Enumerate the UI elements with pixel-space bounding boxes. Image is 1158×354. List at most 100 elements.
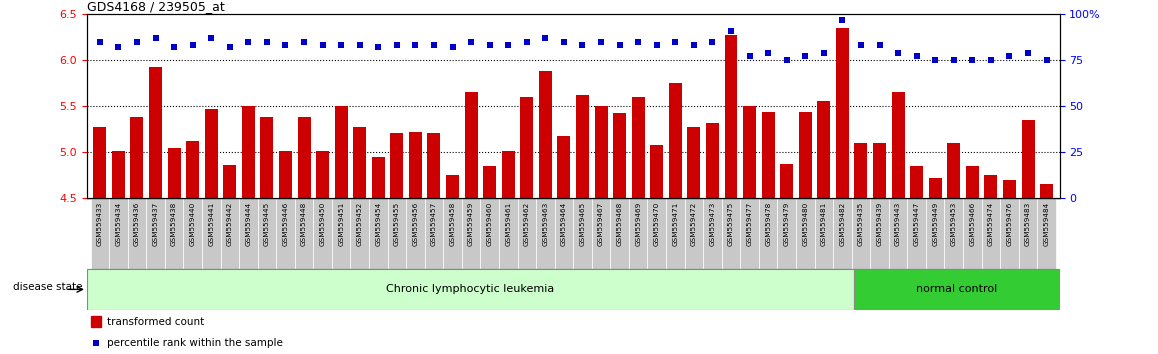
Text: GSM559480: GSM559480 — [802, 202, 808, 246]
Bar — [314, 198, 332, 269]
Point — [777, 57, 796, 63]
Point — [908, 54, 926, 59]
Point — [851, 42, 870, 48]
Bar — [725, 35, 738, 354]
Bar — [945, 198, 963, 269]
Point — [536, 35, 555, 41]
Bar — [853, 269, 1060, 310]
Point — [109, 45, 127, 50]
Text: Chronic lymphocytic leukemia: Chronic lymphocytic leukemia — [387, 284, 555, 295]
Bar — [168, 148, 181, 354]
Bar — [446, 175, 459, 354]
Text: GSM559453: GSM559453 — [951, 202, 957, 246]
Bar — [1003, 180, 1016, 354]
Bar — [425, 198, 444, 269]
Bar — [836, 28, 849, 354]
Bar — [647, 198, 666, 269]
Point — [721, 28, 740, 34]
Text: GSM559454: GSM559454 — [375, 202, 381, 246]
Bar — [164, 198, 183, 269]
Bar — [335, 106, 347, 354]
Point — [814, 50, 833, 56]
Point — [146, 35, 164, 41]
Text: GSM559433: GSM559433 — [97, 202, 103, 246]
Bar — [814, 198, 833, 269]
Bar — [984, 175, 997, 354]
Bar — [929, 178, 941, 354]
Bar — [406, 198, 425, 269]
Bar — [669, 83, 682, 354]
Bar — [833, 198, 851, 269]
Text: GSM559466: GSM559466 — [969, 202, 975, 246]
Text: GSM559460: GSM559460 — [486, 202, 492, 246]
Bar — [576, 95, 589, 354]
Bar — [651, 145, 664, 354]
Point — [257, 39, 276, 45]
Text: GSM559444: GSM559444 — [245, 202, 251, 246]
Text: GSM559483: GSM559483 — [1025, 202, 1031, 246]
Bar — [796, 198, 814, 269]
Bar — [279, 151, 292, 354]
Text: GSM559475: GSM559475 — [728, 202, 734, 246]
Bar — [223, 165, 236, 354]
Text: GSM559445: GSM559445 — [264, 202, 270, 246]
Point — [703, 39, 721, 45]
Text: transformed count: transformed count — [107, 317, 204, 327]
Bar — [684, 198, 703, 269]
Text: GSM559470: GSM559470 — [654, 202, 660, 246]
Point — [871, 42, 889, 48]
Text: GSM559458: GSM559458 — [449, 202, 455, 246]
Point — [647, 42, 666, 48]
Bar — [444, 198, 462, 269]
Text: GSM559452: GSM559452 — [357, 202, 362, 246]
Bar — [594, 106, 608, 354]
Point — [201, 35, 220, 41]
Text: GSM559450: GSM559450 — [320, 202, 325, 246]
Bar — [573, 198, 592, 269]
Point — [796, 54, 814, 59]
Bar — [427, 133, 440, 354]
Bar — [295, 198, 314, 269]
Bar — [592, 198, 610, 269]
Text: GSM559461: GSM559461 — [505, 202, 511, 246]
Bar — [499, 198, 518, 269]
Text: GSM559448: GSM559448 — [301, 202, 307, 246]
Bar — [538, 71, 552, 354]
Point — [758, 50, 777, 56]
Point — [610, 42, 629, 48]
Bar — [409, 132, 422, 354]
Text: GSM559474: GSM559474 — [988, 202, 994, 246]
Bar — [201, 198, 220, 269]
Point — [351, 42, 369, 48]
Point — [555, 39, 573, 45]
Bar — [464, 92, 477, 354]
Bar — [666, 198, 684, 269]
Text: GSM559446: GSM559446 — [283, 202, 288, 246]
Bar — [873, 143, 886, 354]
Text: GSM559463: GSM559463 — [542, 202, 549, 246]
Text: GSM559439: GSM559439 — [877, 202, 882, 246]
Text: GSM559456: GSM559456 — [412, 202, 418, 246]
Point — [90, 39, 109, 45]
Bar — [629, 198, 647, 269]
Point — [889, 50, 908, 56]
Text: GSM559438: GSM559438 — [171, 202, 177, 246]
Bar — [743, 106, 756, 354]
Text: GSM559478: GSM559478 — [765, 202, 771, 246]
Point — [239, 39, 257, 45]
Point — [573, 42, 592, 48]
Bar — [706, 123, 719, 354]
Bar — [483, 166, 496, 354]
Point — [629, 39, 647, 45]
Bar — [1019, 198, 1038, 269]
Bar — [90, 198, 109, 269]
Point — [332, 42, 351, 48]
Bar — [613, 113, 626, 354]
Text: GSM559447: GSM559447 — [914, 202, 919, 246]
Bar — [462, 198, 481, 269]
Bar — [520, 97, 534, 354]
Text: GSM559462: GSM559462 — [523, 202, 530, 246]
Text: GDS4168 / 239505_at: GDS4168 / 239505_at — [87, 0, 225, 13]
Bar — [390, 133, 403, 354]
Point — [314, 42, 332, 48]
